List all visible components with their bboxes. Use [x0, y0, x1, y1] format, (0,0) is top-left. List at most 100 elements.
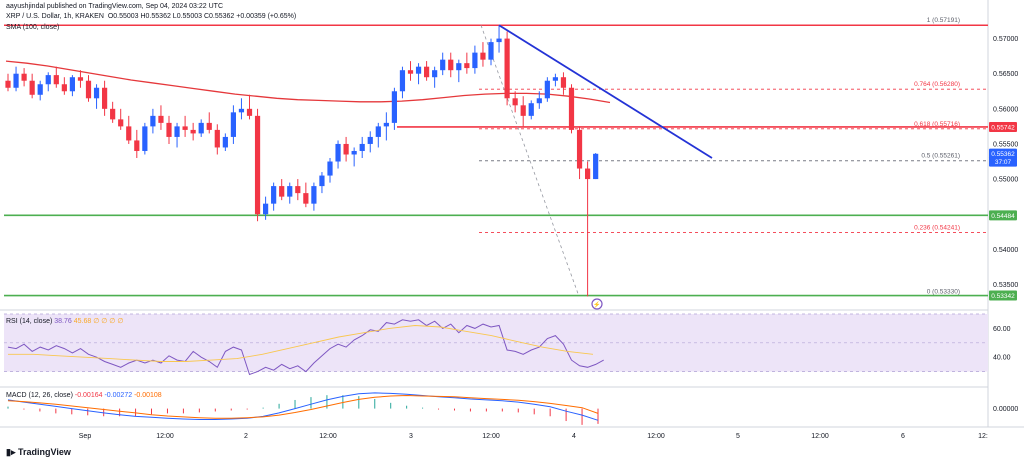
- candle-body: [166, 122, 172, 137]
- macd-line-value: -0.00272: [104, 392, 133, 399]
- macd-legend: MACD (12, 26, close) -0.00164 -0.00272 -…: [6, 392, 162, 399]
- rsi-label: RSI (14, close): [6, 318, 53, 325]
- macd-signal-value: -0.00108: [134, 392, 162, 399]
- candle-body: [415, 66, 422, 74]
- tradingview-logo[interactable]: ▮▸ TradingView: [6, 447, 71, 458]
- candle-body: [504, 38, 510, 99]
- y-tick-label: 0.53500: [993, 282, 1018, 289]
- y-tick-label: 0.54000: [993, 247, 1018, 254]
- candle-body: [214, 129, 220, 148]
- candle-body: [351, 150, 357, 155]
- candle-body: [222, 136, 228, 148]
- candle-body: [343, 143, 349, 155]
- candle-body: [512, 98, 518, 106]
- candle-body: [472, 52, 478, 69]
- event-marker-icon: [591, 298, 603, 310]
- candle-body: [496, 38, 502, 43]
- candle-body: [327, 161, 333, 176]
- x-tick-label: 12:00: [811, 433, 829, 440]
- candle-body: [102, 87, 108, 109]
- candle-body: [190, 129, 196, 134]
- candle-body: [174, 126, 180, 137]
- symbol-label: XRP / U.S. Dollar, 1h, KRAKEN: [6, 13, 104, 20]
- candle-body: [528, 103, 534, 116]
- rsi-tick-label: 60.00: [993, 326, 1011, 333]
- candle-body: [246, 108, 253, 116]
- sma-legend: SMA (100, close): [6, 24, 60, 31]
- candle-body: [432, 70, 438, 78]
- y-tick-label: 0.56000: [993, 106, 1018, 113]
- candle-body: [335, 143, 341, 162]
- tv-logo-icon: ▮▸: [6, 447, 18, 457]
- candle-body: [5, 80, 11, 88]
- x-tick-label: 12:00: [156, 433, 174, 440]
- x-tick-label: 12:00: [647, 433, 665, 440]
- macd-line: [7, 392, 599, 421]
- fib-level-label: 1 (0.57191): [927, 17, 960, 24]
- candle-body: [399, 70, 406, 92]
- rsi-tick-label: 40.00: [993, 355, 1011, 362]
- rsi-extra: 45.68 ∅ ∅ ∅ ∅: [73, 318, 124, 325]
- macd-label: MACD (12, 26, close): [6, 392, 73, 399]
- candle-body: [536, 98, 542, 104]
- candle-body: [29, 80, 35, 95]
- candle-body: [552, 77, 558, 81]
- price-label-box: [989, 148, 1017, 159]
- x-tick-label: Sep: [79, 433, 92, 440]
- candle-body: [319, 175, 325, 187]
- macd-signal-line: [7, 394, 599, 419]
- publisher-line: aayushjindal published on TradingView.co…: [6, 3, 224, 10]
- candle-body: [367, 136, 373, 144]
- candle-body: [440, 59, 446, 71]
- candle-body: [424, 66, 430, 78]
- fib-level-label: 0.764 (0.56280): [914, 81, 960, 88]
- x-tick-label: 12:00: [319, 433, 337, 440]
- fib-diagonal: [480, 25, 580, 297]
- candle-body: [13, 73, 19, 88]
- candle-body: [110, 108, 116, 120]
- candle-body: [544, 80, 550, 99]
- macd-hist-value: -0.00164: [74, 392, 103, 399]
- candle-body: [182, 126, 188, 130]
- macd-tick-label: 0.00000: [993, 406, 1018, 413]
- candle-body: [448, 59, 454, 71]
- price-label-text: 37:07: [995, 159, 1012, 166]
- x-tick-label: 12:: [978, 433, 988, 440]
- price-label-box: [989, 290, 1017, 301]
- brand-text: TradingView: [17, 447, 71, 457]
- candle-body: [593, 153, 599, 180]
- fib-level-label: 0.5 (0.55261): [921, 153, 960, 160]
- candle-body: [271, 186, 277, 204]
- candle-body: [198, 122, 204, 134]
- rsi-ma-line: [8, 325, 594, 362]
- candle-body: [134, 140, 140, 151]
- fib-level-label: 0.618 (0.55716): [914, 121, 960, 128]
- rsi-legend: RSI (14, close) 38.76 45.68 ∅ ∅ ∅ ∅: [6, 317, 123, 325]
- x-tick-label: 5: [736, 433, 740, 440]
- x-tick-label: 6: [901, 433, 905, 440]
- candle-body: [279, 186, 285, 197]
- candle-body: [158, 115, 164, 123]
- candle-body: [311, 186, 317, 204]
- candle-body: [150, 115, 156, 127]
- candle-body: [375, 126, 381, 137]
- price-label-text: 0.54484: [991, 213, 1015, 220]
- x-tick-label: 12:00: [482, 433, 500, 440]
- candle-body: [77, 77, 84, 81]
- candle-body: [456, 63, 462, 71]
- fib-level-label: 0.236 (0.54241): [914, 224, 960, 231]
- y-tick-label: 0.57000: [993, 36, 1018, 43]
- candle-body: [254, 115, 261, 215]
- candle-body: [118, 119, 124, 127]
- fib-level-label: 0 (0.53330): [927, 288, 960, 295]
- ohlc-line: XRP / U.S. Dollar, 1h, KRAKEN O0.55003 H…: [6, 13, 296, 20]
- candle-body: [488, 42, 494, 60]
- candle-body: [383, 122, 389, 127]
- candle-body: [126, 126, 132, 141]
- candle-body: [295, 186, 301, 194]
- candle-body: [407, 70, 414, 74]
- candle-body: [464, 63, 470, 69]
